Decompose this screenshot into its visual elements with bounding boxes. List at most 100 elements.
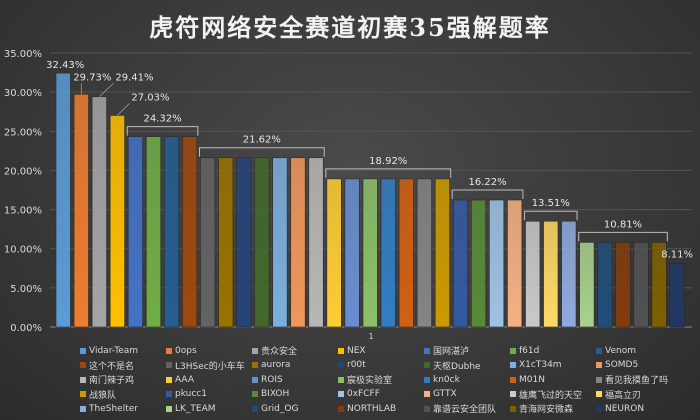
- bar-雄鹰飞过的天空: [525, 220, 541, 328]
- bar-M01N: [398, 178, 414, 328]
- bar-战狼队: [434, 178, 450, 328]
- legend-item: pkucc1: [166, 388, 252, 402]
- legend-label: LK_TEAM: [175, 403, 216, 414]
- bar-TheShelter: [561, 220, 577, 328]
- group-bracket: [578, 231, 668, 242]
- legend-item: SOMD5: [596, 359, 682, 373]
- bar-L3HSec的小车车: [200, 157, 216, 328]
- bar-Vidar-Team: [55, 72, 71, 328]
- legend-swatch: [510, 391, 516, 398]
- data-label: 29.73%: [73, 72, 111, 83]
- legend-label: kn0ck: [433, 374, 460, 385]
- legend-item: M01N: [510, 373, 596, 387]
- legend-label: aurora: [261, 360, 291, 371]
- legend-label: BIXOH: [261, 389, 290, 400]
- legend-label: 贵众安全: [261, 347, 298, 358]
- legend-item: AAA: [166, 373, 252, 387]
- data-label: 10.81%: [604, 219, 642, 230]
- y-tick-label: 0.00%: [10, 323, 42, 334]
- x-tick-label: 1: [368, 332, 373, 341]
- data-label: 13.51%: [532, 198, 570, 209]
- bar-kn0ck: [380, 178, 396, 328]
- legend-item: r00t: [338, 359, 424, 373]
- legend-swatch: [424, 391, 430, 398]
- data-label: 27.03%: [131, 92, 169, 103]
- legend-swatch: [424, 347, 430, 354]
- legend-swatch: [424, 362, 430, 369]
- legend-label: 南门辣子鸡: [89, 376, 135, 387]
- legend-item: 宸极实验室: [338, 373, 424, 387]
- bar-ROIS: [344, 178, 360, 328]
- bar-r00t: [236, 157, 252, 328]
- legend-label: 0ops: [175, 345, 197, 356]
- data-label: 24.32%: [143, 114, 181, 125]
- y-tick-label: 25.00%: [4, 127, 42, 138]
- legend-label: 战狼队: [89, 390, 117, 401]
- bar-贵众安全: [91, 96, 107, 328]
- legend-swatch: [510, 376, 516, 383]
- legend-swatch: [596, 347, 602, 354]
- bar-0ops: [73, 93, 89, 328]
- legend-label: 青海网安微森: [519, 405, 574, 416]
- group-bracket: [198, 147, 325, 157]
- bar-aurora: [218, 157, 234, 328]
- legend-label: 这个不是名: [89, 361, 135, 372]
- legend-label: 0xFCFF: [347, 389, 380, 400]
- legend-label: NORTHLAB: [347, 403, 397, 414]
- legend-item: 这个不是名: [80, 359, 166, 373]
- bar-f61d: [145, 136, 162, 328]
- legend-label: 天枢Dubhe: [433, 361, 481, 372]
- legend-label: 宸极实验室: [347, 376, 393, 387]
- legend-swatch: [166, 391, 172, 398]
- legend-item: Grid_OG: [252, 402, 338, 416]
- legend-item: 雄鹰飞过的天空: [510, 388, 596, 402]
- legend-swatch: [252, 362, 258, 369]
- bar-天枢Dubhe: [254, 157, 270, 328]
- legend-item: 0xFCFF: [338, 388, 424, 402]
- legend-item: 靠谱云安全团队: [424, 402, 510, 416]
- legend-item: LK_TEAM: [166, 402, 252, 416]
- legend-item: NEURON: [596, 402, 682, 416]
- legend-label: NEX: [347, 345, 366, 356]
- legend-item: 贵众安全: [252, 344, 338, 358]
- legend-swatch: [80, 347, 86, 354]
- legend-swatch: [252, 391, 258, 398]
- legend-label: X1cT34m: [519, 360, 562, 371]
- legend-item: NORTHLAB: [338, 402, 424, 416]
- legend-label: 福高立刃: [605, 390, 642, 401]
- y-tick-label: 15.00%: [4, 206, 42, 217]
- group-bracket: [325, 168, 452, 178]
- bar-0xFCFF: [489, 199, 505, 328]
- y-tick-label: 30.00%: [4, 88, 42, 99]
- group-bracket: [451, 189, 524, 200]
- legend-label: M01N: [519, 374, 545, 385]
- bar-南门辣子鸡: [308, 157, 324, 328]
- legend-label: 靠谱云安全团队: [433, 405, 497, 416]
- y-tick-label: 5.00%: [10, 284, 42, 295]
- legend: Vidar-Team 0ops 贵众安全 NEX 国网湛泸 f61d Venom 这个不是名 L…: [80, 344, 698, 416]
- y-tick-label: 20.00%: [4, 166, 42, 177]
- bar-NEX: [109, 115, 125, 328]
- bar-Grid_OG: [597, 242, 613, 328]
- legend-swatch: [338, 405, 344, 412]
- y-tick-label: 10.00%: [4, 245, 42, 256]
- legend-swatch: [424, 376, 430, 383]
- legend-label: r00t: [347, 360, 366, 371]
- legend-label: 雄鹰飞过的天空: [519, 390, 583, 401]
- legend-swatch: [252, 376, 258, 383]
- data-label: 16.22%: [468, 177, 506, 188]
- legend-item: L3HSec的小车车: [166, 359, 252, 373]
- legend-item: 战狼队: [80, 388, 166, 402]
- legend-label: GTTX: [433, 389, 457, 400]
- legend-label: ROIS: [261, 374, 283, 385]
- legend-item: Venom: [596, 344, 682, 358]
- legend-swatch: [166, 376, 172, 383]
- data-label: 18.92%: [369, 156, 407, 167]
- legend-label: Venom: [605, 345, 636, 356]
- plot-area: 0.00% 5.00% 10.00% 15.00% 20.00% 25.00% 30.00%…: [4, 49, 693, 341]
- legend-swatch: [252, 405, 258, 412]
- bar-看见我摸鱼了吗: [416, 178, 432, 328]
- legend-item: aurora: [252, 359, 338, 373]
- leader-line: [99, 83, 114, 98]
- legend-swatch: [510, 362, 516, 369]
